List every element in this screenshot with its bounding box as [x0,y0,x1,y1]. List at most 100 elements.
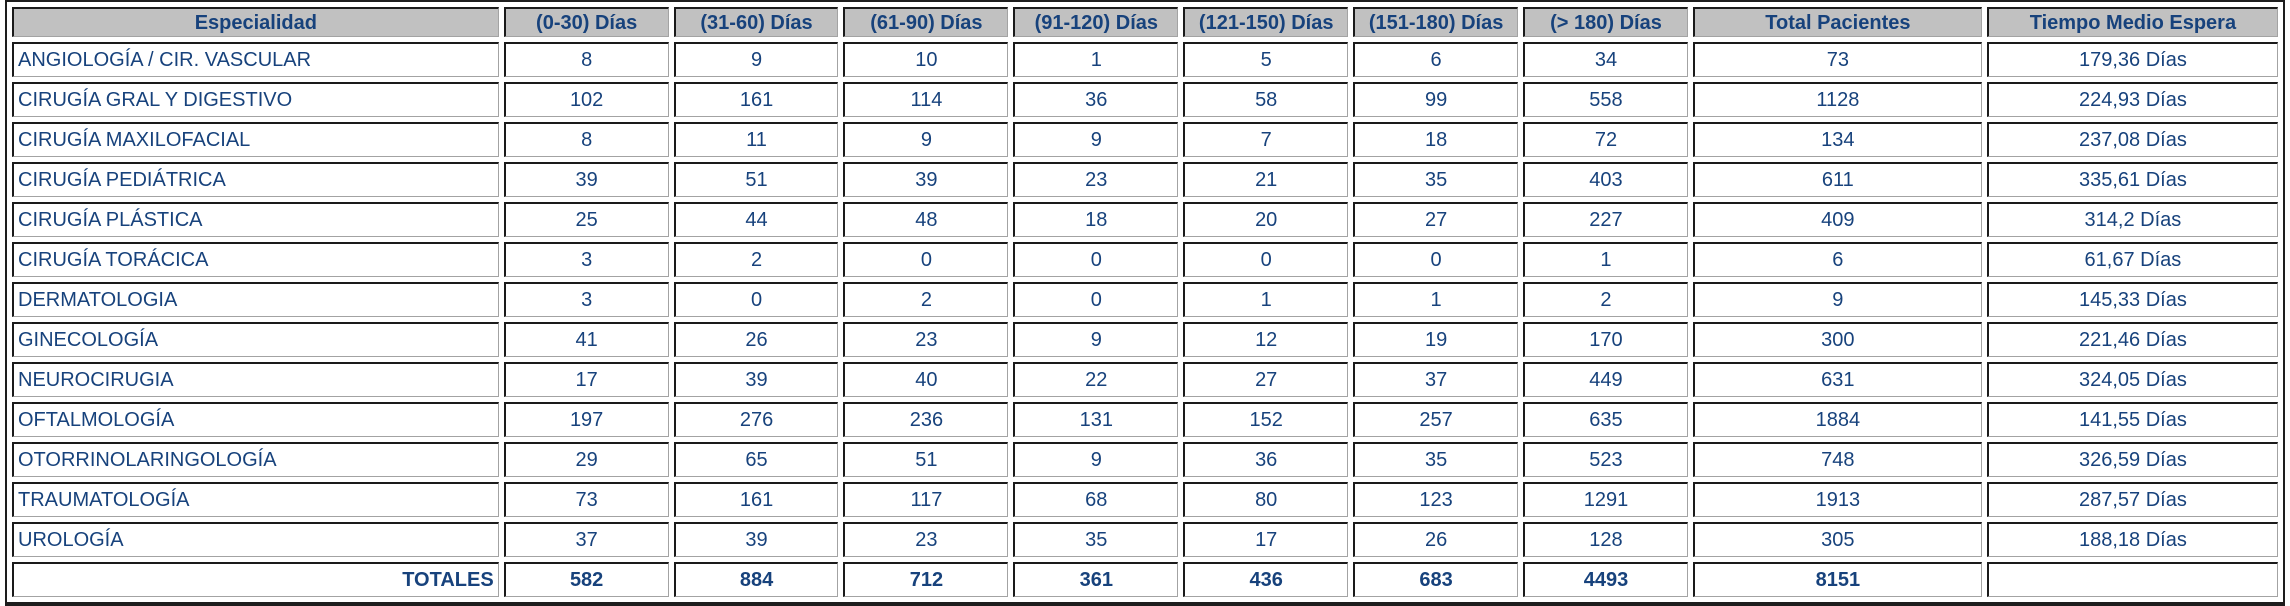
specialty-cell: TRAUMATOLOGÍA [12,482,499,517]
avg-wait-cell: 326,59 Días [1986,442,2278,477]
value-cell: 9 [843,122,1009,157]
avg-wait-cell: 314,2 Días [1986,202,2278,237]
value-cell: 35 [1353,442,1519,477]
column-header: (0-30) Días [503,7,669,37]
value-cell: 39 [503,162,669,197]
value-cell: 449 [1523,362,1688,397]
totals-value-cell: 436 [1183,562,1349,597]
value-cell: 123 [1353,482,1519,517]
totals-value-cell: 4493 [1523,562,1688,597]
value-cell: 23 [1013,162,1179,197]
value-cell: 27 [1183,362,1349,397]
value-cell: 65 [673,442,839,477]
value-cell: 26 [1353,522,1519,557]
value-cell: 305 [1692,522,1982,557]
totals-label-cell: TOTALES [12,562,499,597]
value-cell: 2 [843,282,1009,317]
value-cell: 11 [673,122,839,157]
table-row: CIRUGÍA TORÁCICA 3 2 0 0 0 0 1 6 61,67 Días [12,242,2278,277]
specialty-cell: ANGIOLOGÍA / CIR. VASCULAR [12,42,499,77]
value-cell: 0 [673,282,839,317]
value-cell: 1 [1523,242,1688,277]
totals-row: TOTALES 582 884 712 361 436 683 4493 8151 [12,562,2278,597]
totals-value-cell: 884 [673,562,839,597]
totals-avg-wait-cell [1986,562,2278,597]
value-cell: 23 [843,522,1009,557]
value-cell: 1291 [1523,482,1688,517]
value-cell: 102 [503,82,669,117]
header-row: Especialidad (0-30) Días (31-60) Días (61-9… [12,7,2278,37]
value-cell: 39 [673,522,839,557]
value-cell: 8 [503,122,669,157]
value-cell: 1 [1183,282,1349,317]
value-cell: 611 [1692,162,1982,197]
table-row: CIRUGÍA PEDIÁTRICA 39 51 39 23 21 35 403 611 335,… [12,162,2278,197]
table-row: TRAUMATOLOGÍA 73 161 117 68 80 123 1291 1913 287,… [12,482,2278,517]
value-cell: 197 [503,402,669,437]
value-cell: 35 [1013,522,1179,557]
value-cell: 114 [843,82,1009,117]
table-row: GINECOLOGÍA 41 26 23 9 12 19 170 300 221,46 Días [12,322,2278,357]
table-row: ANGIOLOGÍA / CIR. VASCULAR 8 9 10 1 5 6 34 73 179… [12,42,2278,77]
value-cell: 8 [503,42,669,77]
value-cell: 5 [1183,42,1349,77]
column-header: (31-60) Días [673,7,839,37]
value-cell: 6 [1353,42,1519,77]
column-header: Total Pacientes [1692,7,1982,37]
table-row: DERMATOLOGIA 3 0 2 0 1 1 2 9 145,33 Días [12,282,2278,317]
value-cell: 161 [673,482,839,517]
specialty-cell: NEUROCIRUGIA [12,362,499,397]
value-cell: 7 [1183,122,1349,157]
value-cell: 409 [1692,202,1982,237]
value-cell: 39 [843,162,1009,197]
totals-value-cell: 683 [1353,562,1519,597]
table-body: ANGIOLOGÍA / CIR. VASCULAR 8 9 10 1 5 6 34 73 179… [12,42,2278,597]
value-cell: 2 [673,242,839,277]
value-cell: 635 [1523,402,1688,437]
avg-wait-cell: 145,33 Días [1986,282,2278,317]
value-cell: 80 [1183,482,1349,517]
waiting-list-table: Especialidad (0-30) Días (31-60) Días (61-9… [7,2,2283,602]
value-cell: 0 [1013,282,1179,317]
table-row: CIRUGÍA MAXILOFACIAL 8 11 9 9 7 18 72 134 237,08 … [12,122,2278,157]
table-row: CIRUGÍA PLÁSTICA 25 44 48 18 20 27 227 409 314,2 … [12,202,2278,237]
value-cell: 29 [503,442,669,477]
value-cell: 227 [1523,202,1688,237]
value-cell: 523 [1523,442,1688,477]
specialty-cell: CIRUGÍA TORÁCICA [12,242,499,277]
value-cell: 161 [673,82,839,117]
table-row: UROLOGÍA 37 39 23 35 17 26 128 305 188,18 Días [12,522,2278,557]
column-header: Especialidad [12,7,499,37]
value-cell: 0 [1353,242,1519,277]
totals-value-cell: 582 [503,562,669,597]
column-header: (61-90) Días [843,7,1009,37]
avg-wait-cell: 287,57 Días [1986,482,2278,517]
avg-wait-cell: 141,55 Días [1986,402,2278,437]
totals-value-cell: 361 [1013,562,1179,597]
value-cell: 128 [1523,522,1688,557]
value-cell: 276 [673,402,839,437]
value-cell: 25 [503,202,669,237]
value-cell: 0 [1183,242,1349,277]
value-cell: 631 [1692,362,1982,397]
value-cell: 748 [1692,442,1982,477]
value-cell: 3 [503,282,669,317]
value-cell: 22 [1013,362,1179,397]
value-cell: 73 [1692,42,1982,77]
value-cell: 1 [1353,282,1519,317]
value-cell: 9 [1013,122,1179,157]
column-header: (> 180) Días [1523,7,1688,37]
value-cell: 17 [503,362,669,397]
value-cell: 37 [1353,362,1519,397]
avg-wait-cell: 61,67 Días [1986,242,2278,277]
value-cell: 23 [843,322,1009,357]
specialty-cell: UROLOGÍA [12,522,499,557]
value-cell: 73 [503,482,669,517]
table-row: OFTALMOLOGÍA 197 276 236 131 152 257 635 1884 141… [12,402,2278,437]
value-cell: 9 [673,42,839,77]
value-cell: 9 [1013,442,1179,477]
value-cell: 40 [843,362,1009,397]
avg-wait-cell: 179,36 Días [1986,42,2278,77]
value-cell: 19 [1353,322,1519,357]
totals-value-cell: 712 [843,562,1009,597]
